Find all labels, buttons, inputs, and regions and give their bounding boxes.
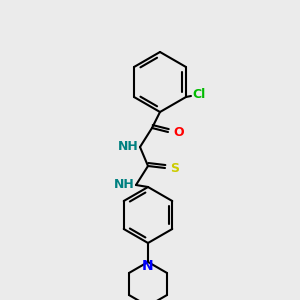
- Text: N: N: [142, 259, 154, 273]
- Text: Cl: Cl: [192, 88, 205, 101]
- Text: NH: NH: [114, 178, 134, 191]
- Text: NH: NH: [118, 140, 138, 154]
- Text: O: O: [173, 125, 184, 139]
- Text: S: S: [170, 161, 179, 175]
